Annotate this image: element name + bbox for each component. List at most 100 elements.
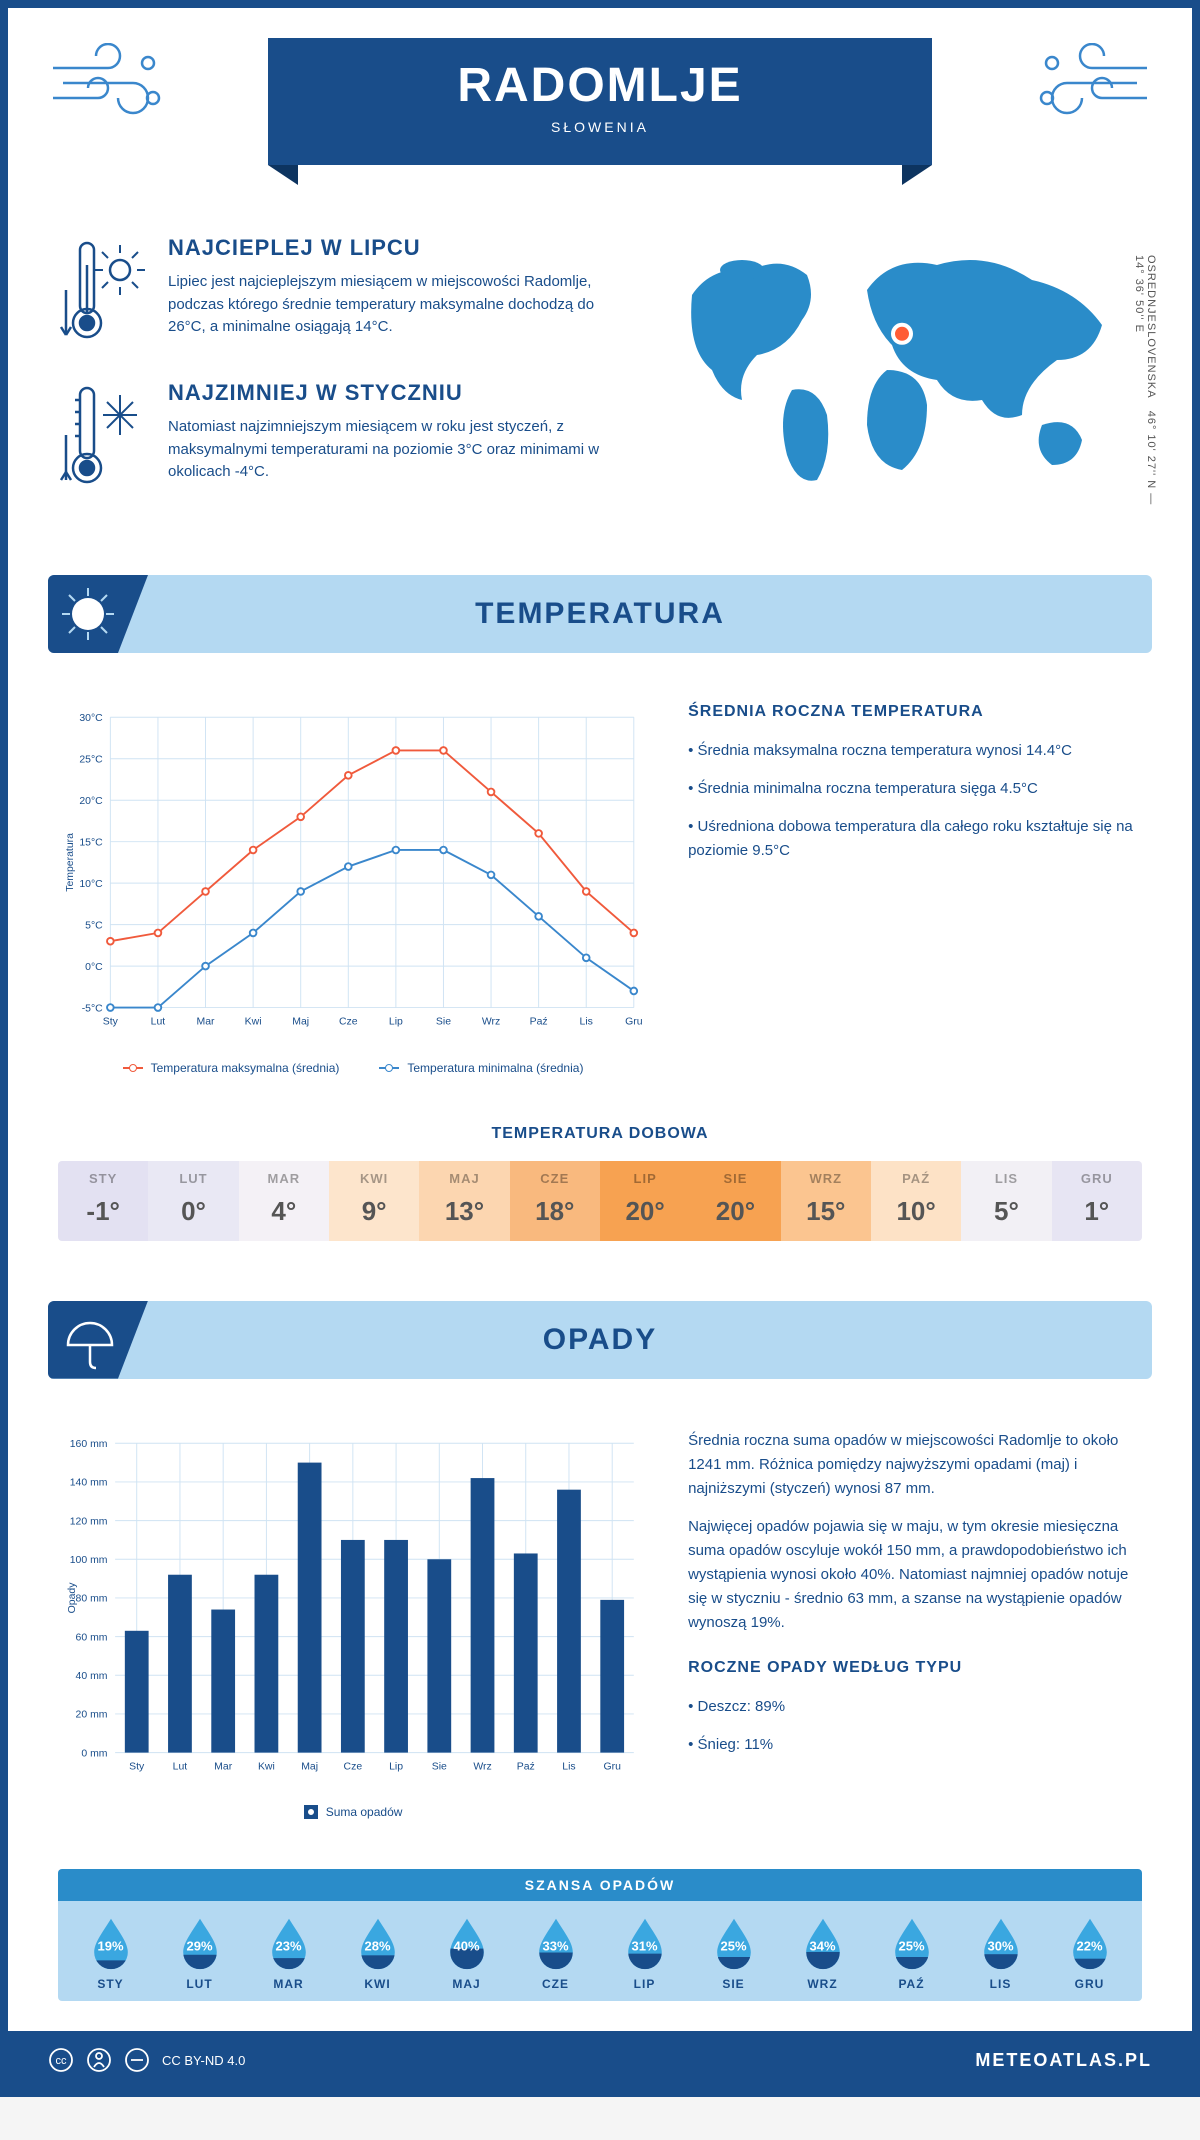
svg-text:Wrz: Wrz bbox=[473, 1761, 491, 1772]
intro-section: NAJCIEPLEJ W LIPCU Lipiec jest najcieple… bbox=[8, 205, 1192, 555]
license-text: CC BY-ND 4.0 bbox=[162, 2053, 245, 2068]
daily-temp-cell: MAR4° bbox=[239, 1161, 329, 1241]
svg-text:20 mm: 20 mm bbox=[76, 1709, 108, 1720]
rain-chance-cell: 34% WRZ bbox=[778, 1915, 867, 1991]
rain-section-header: OPADY bbox=[48, 1301, 1152, 1379]
hottest-title: NAJCIEPLEJ W LIPCU bbox=[168, 235, 622, 261]
svg-text:Gru: Gru bbox=[625, 1017, 643, 1028]
svg-text:Lut: Lut bbox=[173, 1761, 188, 1772]
rain-chance-strip: SZANSA OPADÓW 19% STY 29% LUT bbox=[58, 1869, 1142, 2001]
rain-chance-cell: 31% LIP bbox=[600, 1915, 689, 1991]
svg-text:Sty: Sty bbox=[129, 1761, 145, 1772]
hottest-text: Lipiec jest najcieplejszym miesiącem w m… bbox=[168, 271, 622, 339]
coldest-text: Natomiast najzimniejszym miesiącem w rok… bbox=[168, 416, 622, 484]
daily-temp-cell: CZE18° bbox=[510, 1161, 600, 1241]
svg-text:Sie: Sie bbox=[436, 1017, 451, 1028]
svg-text:80 mm: 80 mm bbox=[76, 1593, 108, 1604]
svg-text:25°C: 25°C bbox=[79, 755, 103, 766]
thermometer-sun-icon bbox=[58, 235, 148, 350]
svg-text:140 mm: 140 mm bbox=[70, 1477, 108, 1488]
svg-text:Gru: Gru bbox=[603, 1761, 621, 1772]
rain-chance-cell: 29% LUT bbox=[155, 1915, 244, 1991]
coldest-block: NAJZIMNIEJ W STYCZNIU Natomiast najzimni… bbox=[58, 380, 622, 495]
rain-chance-cell: 25% PAŹ bbox=[867, 1915, 956, 1991]
daily-temp-cell: SIE20° bbox=[690, 1161, 780, 1241]
rain-chance-cell: 40% MAJ bbox=[422, 1915, 511, 1991]
daily-temp-cell: MAJ13° bbox=[419, 1161, 509, 1241]
svg-text:10°C: 10°C bbox=[79, 879, 103, 890]
daily-temp-cell: PAŹ10° bbox=[871, 1161, 961, 1241]
rain-chance-cell: 30% LIS bbox=[956, 1915, 1045, 1991]
svg-text:100 mm: 100 mm bbox=[70, 1555, 108, 1566]
rain-chance-cell: 19% STY bbox=[66, 1915, 155, 1991]
header: RADOMLJE SŁOWENIA bbox=[8, 8, 1192, 205]
svg-text:Lis: Lis bbox=[580, 1017, 593, 1028]
svg-text:Maj: Maj bbox=[292, 1017, 309, 1028]
daily-temp-cell: GRU1° bbox=[1052, 1161, 1142, 1241]
rain-chance-cell: 22% GRU bbox=[1045, 1915, 1134, 1991]
svg-text:120 mm: 120 mm bbox=[70, 1516, 108, 1527]
temperature-section-header: TEMPERATURA bbox=[48, 575, 1152, 653]
svg-text:60 mm: 60 mm bbox=[76, 1632, 108, 1643]
svg-text:Paź: Paź bbox=[530, 1017, 548, 1028]
svg-text:Wrz: Wrz bbox=[482, 1017, 500, 1028]
coordinates: OSREDNJESLOVENSKA 46° 10' 27'' N — 14° 3… bbox=[1133, 255, 1157, 525]
svg-text:Maj: Maj bbox=[301, 1761, 318, 1772]
svg-text:40 mm: 40 mm bbox=[76, 1671, 108, 1682]
svg-text:Kwi: Kwi bbox=[245, 1017, 262, 1028]
svg-text:Lut: Lut bbox=[151, 1017, 166, 1028]
svg-text:Lip: Lip bbox=[389, 1761, 403, 1772]
bullet: • Średnia minimalna roczna temperatura s… bbox=[688, 777, 1142, 801]
svg-text:Mar: Mar bbox=[197, 1017, 216, 1028]
svg-text:30°C: 30°C bbox=[79, 713, 103, 724]
city-name: RADOMLJE bbox=[328, 58, 872, 113]
temperature-line-chart: -5°C 0°C 5°C 10°C 15°C 20°C 25°C 30°C Sty Lut Mar K… bbox=[58, 703, 648, 1075]
svg-text:Kwi: Kwi bbox=[258, 1761, 275, 1772]
bullet: • Średnia maksymalna roczna temperatura … bbox=[688, 739, 1142, 763]
svg-text:cc: cc bbox=[56, 2055, 68, 2067]
bullet: • Śnieg: 11% bbox=[688, 1733, 1142, 1757]
svg-text:0 mm: 0 mm bbox=[81, 1748, 107, 1759]
svg-text:15°C: 15°C bbox=[79, 837, 103, 848]
bullet: • Deszcz: 89% bbox=[688, 1695, 1142, 1719]
footer: cc CC BY-ND 4.0 METEOATLAS.PL bbox=[8, 2031, 1192, 2089]
rain-chance-cell: 33% CZE bbox=[511, 1915, 600, 1991]
site-name: METEOATLAS.PL bbox=[975, 2050, 1152, 2071]
daily-temp-cell: STY-1° bbox=[58, 1161, 148, 1241]
svg-text:Temperatura: Temperatura bbox=[65, 833, 76, 892]
svg-text:Paź: Paź bbox=[517, 1761, 535, 1772]
svg-text:Opady: Opady bbox=[67, 1581, 78, 1613]
temperature-summary: ŚREDNIA ROCZNA TEMPERATURA • Średnia mak… bbox=[688, 703, 1142, 1075]
daily-temp-cell: KWI9° bbox=[329, 1161, 419, 1241]
rain-chance-cell: 28% KWI bbox=[333, 1915, 422, 1991]
world-map bbox=[662, 235, 1142, 495]
svg-text:5°C: 5°C bbox=[85, 920, 103, 931]
wind-icon bbox=[1032, 43, 1152, 128]
hottest-block: NAJCIEPLEJ W LIPCU Lipiec jest najcieple… bbox=[58, 235, 622, 350]
rain-summary: Średnia roczna suma opadów w miejscowośc… bbox=[688, 1429, 1142, 1820]
rain-bar-chart: 0 mm 20 mm 40 mm 60 mm 80 mm 100 mm 120 mm 140 … bbox=[58, 1429, 648, 1820]
daily-temp-cell: LIP20° bbox=[600, 1161, 690, 1241]
daily-temp-cell: LIS5° bbox=[961, 1161, 1051, 1241]
daily-temp-cell: LUT0° bbox=[148, 1161, 238, 1241]
bullet: • Uśredniona dobowa temperatura dla całe… bbox=[688, 815, 1142, 863]
rain-chance-cell: 23% MAR bbox=[244, 1915, 333, 1991]
thermometer-snow-icon bbox=[58, 380, 148, 495]
svg-text:Mar: Mar bbox=[214, 1761, 233, 1772]
daily-temp-cell: WRZ15° bbox=[781, 1161, 871, 1241]
daily-temperature-table: TEMPERATURA DOBOWA STY-1° LUT0° MAR4° KW… bbox=[8, 1105, 1192, 1281]
wind-icon bbox=[48, 43, 168, 128]
svg-text:160 mm: 160 mm bbox=[70, 1439, 108, 1450]
country-name: SŁOWENIA bbox=[328, 119, 872, 135]
svg-text:Lis: Lis bbox=[562, 1761, 575, 1772]
svg-text:20°C: 20°C bbox=[79, 796, 103, 807]
svg-text:Sie: Sie bbox=[432, 1761, 447, 1772]
svg-text:Cze: Cze bbox=[344, 1761, 363, 1772]
coldest-title: NAJZIMNIEJ W STYCZNIU bbox=[168, 380, 622, 406]
svg-text:0°C: 0°C bbox=[85, 962, 103, 973]
rain-chance-cell: 25% SIE bbox=[689, 1915, 778, 1991]
svg-text:-5°C: -5°C bbox=[82, 1003, 103, 1014]
svg-text:Cze: Cze bbox=[339, 1017, 358, 1028]
svg-text:Lip: Lip bbox=[389, 1017, 403, 1028]
svg-text:Sty: Sty bbox=[103, 1017, 119, 1028]
